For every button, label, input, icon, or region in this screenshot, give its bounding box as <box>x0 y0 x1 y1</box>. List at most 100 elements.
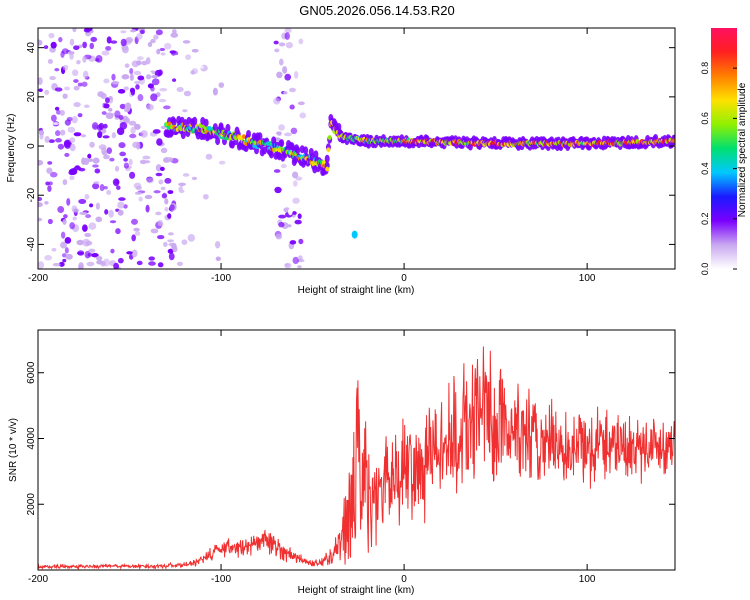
heat-cell <box>297 213 302 219</box>
heat-cell <box>295 176 303 181</box>
snr-y-label: SNR (10 * v/v) <box>8 418 19 482</box>
colorbar-gradient <box>711 28 737 269</box>
heat-cell <box>104 209 109 215</box>
heat-cell <box>275 233 283 240</box>
heat-cell <box>51 247 57 252</box>
spectrogram-y-ticks: 40 20 0 -20 -40 <box>26 42 675 252</box>
heat-cell <box>224 92 231 98</box>
heat-cell <box>77 113 83 118</box>
heat-cell <box>69 137 76 144</box>
heat-cell <box>105 45 112 51</box>
heat-cell <box>69 168 78 175</box>
heat-cell <box>52 262 61 267</box>
heat-cell <box>73 102 81 108</box>
heat-cell <box>91 122 99 130</box>
heat-cell <box>102 123 108 129</box>
heat-cell <box>176 86 184 92</box>
heat-cell <box>47 58 54 64</box>
snr-series-line <box>38 346 675 570</box>
heat-cell <box>274 48 280 53</box>
heat-cell <box>129 73 134 81</box>
heat-cell <box>66 198 71 206</box>
heat-cell <box>292 211 297 215</box>
heat-cell <box>156 138 163 146</box>
heat-cell <box>119 103 126 110</box>
heat-cell <box>44 128 51 133</box>
heat-cell <box>150 38 156 44</box>
snr-frame <box>37 329 676 571</box>
heat-cell <box>123 162 130 169</box>
heat-cell <box>163 105 171 110</box>
heat-cell <box>102 135 110 139</box>
heat-cell <box>197 211 204 216</box>
colorbar-tick-label: 0.2 <box>700 213 710 226</box>
colorbar: 0.0 0.2 0.4 0.6 0.8 Normalized spectral ampl… <box>700 28 748 275</box>
heat-cell <box>91 252 99 258</box>
heat-cell <box>81 224 88 232</box>
heat-cell <box>104 97 110 104</box>
heat-cell <box>92 164 99 168</box>
heat-cell <box>293 180 298 187</box>
heat-cell <box>69 143 76 152</box>
heat-cell <box>98 144 107 150</box>
heat-cell <box>164 198 169 205</box>
heat-cell <box>62 64 69 71</box>
heat-cell <box>97 131 103 139</box>
heat-cell <box>137 94 144 102</box>
heat-cell <box>73 45 80 51</box>
snr-x-label: Height of straight line (km) <box>298 585 415 596</box>
heat-cell <box>93 181 100 185</box>
spectrogram-y-label: Frequency (Hz) <box>6 114 17 183</box>
heat-cell <box>43 45 49 50</box>
heat-cell <box>155 211 162 216</box>
heat-cell <box>108 209 114 218</box>
heat-cell <box>278 42 286 47</box>
heat-cell <box>95 202 100 210</box>
heat-cell <box>326 147 331 153</box>
heat-cell <box>123 86 129 91</box>
heat-cell <box>164 42 172 50</box>
heat-cell <box>62 258 67 263</box>
heat-cell <box>274 186 282 194</box>
heat-cell <box>246 129 252 138</box>
heat-cell <box>54 67 60 72</box>
heat-cell <box>76 239 84 246</box>
heat-cell <box>99 184 105 192</box>
heat-cell <box>38 202 43 208</box>
heat-cell <box>118 142 126 149</box>
heat-cell <box>38 130 45 136</box>
heat-cell <box>150 93 158 102</box>
heat-cell <box>124 63 130 68</box>
heat-cell <box>172 29 177 34</box>
y-tick-label: 0 <box>26 143 37 149</box>
heat-cell <box>155 29 163 36</box>
heat-feature-doppler-trace <box>163 114 675 177</box>
heat-cell <box>163 241 168 247</box>
heat-cell <box>128 120 137 126</box>
heat-cell <box>158 222 164 227</box>
heat-cell <box>38 196 43 202</box>
heat-cell <box>88 248 96 253</box>
heat-cell <box>205 153 213 160</box>
heat-cell <box>298 38 304 45</box>
heat-cell <box>209 28 216 31</box>
heat-cell <box>278 214 287 219</box>
heat-cell <box>172 78 177 82</box>
heat-cell <box>119 122 128 130</box>
heat-cell <box>84 193 90 200</box>
spectrogram-x-label: Height of straight line (km) <box>298 285 415 296</box>
heat-cell <box>115 228 121 235</box>
chart-title: GN05.2026.056.14.53.R20 <box>299 3 454 18</box>
heat-cell <box>203 50 212 58</box>
heat-cell <box>145 204 150 213</box>
heat-cell <box>187 234 196 242</box>
heat-cell <box>189 179 195 184</box>
heat-cell <box>109 157 115 162</box>
heat-cell <box>77 82 83 87</box>
heat-cell <box>288 87 296 93</box>
heat-cell <box>65 253 73 260</box>
heat-cell <box>88 203 94 208</box>
heat-cell <box>88 158 93 163</box>
heat-cell <box>158 98 167 103</box>
